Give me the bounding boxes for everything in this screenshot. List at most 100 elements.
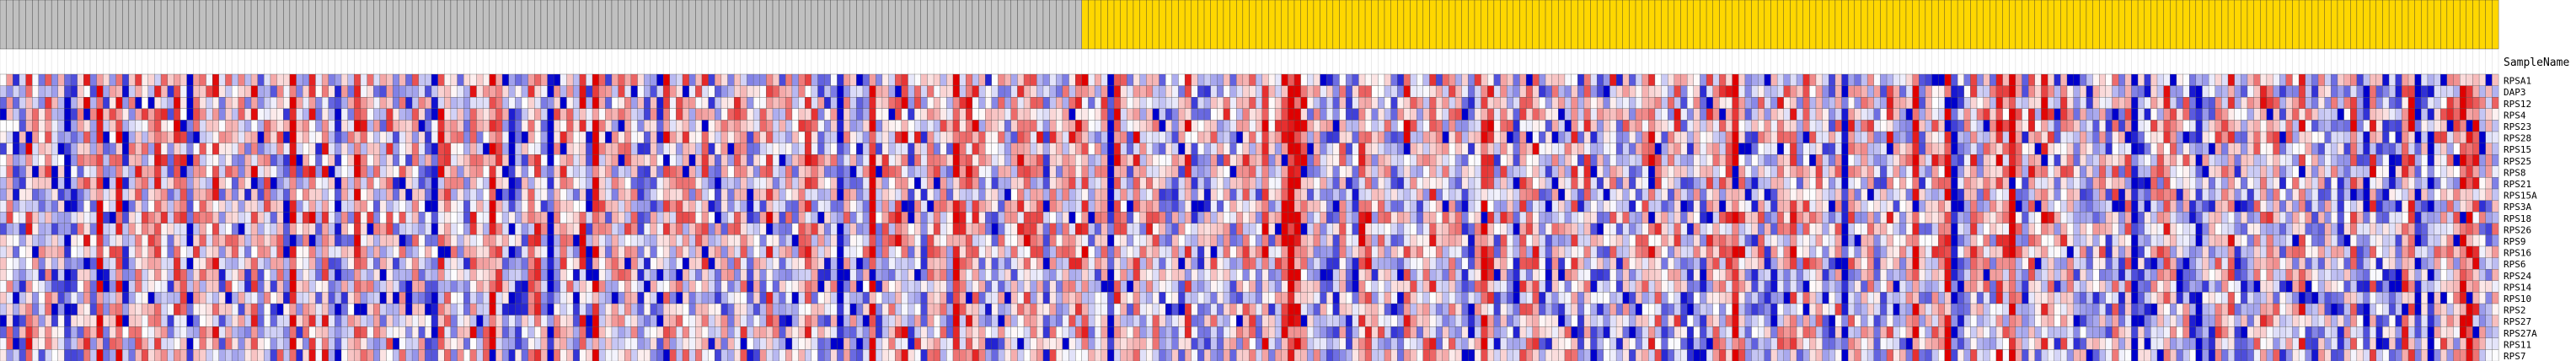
- heatmap-cell: [1545, 108, 1552, 121]
- heatmap-cell: [1848, 143, 1856, 155]
- heatmap-cell: [296, 143, 303, 155]
- sample-group-cell: [2453, 0, 2461, 50]
- heatmap-cell: [1229, 108, 1237, 121]
- heatmap-cell: [554, 154, 561, 167]
- heatmap-cell: [1963, 97, 1971, 110]
- heatmap-cell: [1042, 143, 1050, 155]
- heatmap-cell: [122, 108, 130, 121]
- heatmap-cell: [1300, 154, 1308, 167]
- sample-group-cell: [1023, 0, 1031, 50]
- heatmap-cell: [2002, 97, 2010, 110]
- heatmap-cell: [1410, 188, 1417, 201]
- heatmap-cell: [2388, 143, 2397, 155]
- heatmap-cell: [1951, 108, 1958, 121]
- heatmap-cell: [386, 108, 394, 121]
- heatmap-cell: [1571, 120, 1578, 132]
- heatmap-cell: [933, 97, 940, 110]
- heatmap-cell: [328, 131, 335, 143]
- heatmap-cell: [1487, 85, 1495, 98]
- heatmap-cell: [805, 120, 812, 132]
- heatmap-cell: [2388, 73, 2397, 86]
- heatmap-cell: [70, 108, 78, 121]
- heatmap-cell: [1352, 108, 1359, 121]
- heatmap-cell: [1995, 154, 2003, 167]
- heatmap-cell: [212, 143, 220, 155]
- heatmap-cell: [1094, 143, 1102, 155]
- heatmap-cell: [966, 120, 973, 132]
- heatmap-cell: [913, 165, 922, 178]
- heatmap-cell: [1120, 108, 1127, 121]
- heatmap-cell: [933, 108, 940, 121]
- sample-group-cell: [1615, 0, 1624, 50]
- heatmap-cell: [264, 73, 271, 86]
- heatmap-cell: [1951, 85, 1958, 98]
- heatmap-cell: [1203, 177, 1211, 190]
- heatmap-cell: [2170, 177, 2177, 190]
- heatmap-cell: [1861, 143, 1868, 155]
- heatmap-cell: [1725, 108, 1733, 121]
- heatmap-cell: [45, 154, 52, 167]
- heatmap-cell: [1165, 177, 1173, 190]
- heatmap-cell: [354, 188, 361, 201]
- heatmap-cell: [38, 97, 46, 110]
- heatmap-cell: [554, 108, 561, 121]
- heatmap-cell: [2208, 97, 2216, 110]
- heatmap-cell: [1603, 131, 1610, 143]
- heatmap-cell: [206, 108, 213, 121]
- heatmap-cell: [135, 73, 142, 86]
- heatmap-cell: [592, 188, 599, 201]
- sample-group-cell: [1905, 0, 1913, 50]
- heatmap-cell: [2453, 154, 2461, 167]
- heatmap-cell: [354, 154, 361, 167]
- heatmap-cell: [669, 188, 677, 201]
- sample-group-cell: [1983, 0, 1990, 50]
- heatmap-cell: [2202, 154, 2209, 167]
- heatmap-cell: [2092, 177, 2100, 190]
- heatmap-cell: [1449, 188, 1456, 201]
- heatmap-cell: [1074, 143, 1083, 155]
- heatmap-cell: [1700, 120, 1707, 132]
- sample-group-cell: [57, 0, 65, 50]
- heatmap-cell: [1744, 85, 1752, 98]
- heatmap-cell: [2156, 97, 2164, 110]
- heatmap-cell: [2331, 97, 2338, 110]
- heatmap-cell: [212, 131, 220, 143]
- heatmap-cell: [1074, 188, 1083, 201]
- heatmap-cell: [2337, 85, 2344, 98]
- heatmap-cell: [1217, 131, 1224, 143]
- heatmap-cell: [1519, 131, 1527, 143]
- heatmap-cell: [1937, 143, 1946, 155]
- heatmap-cell: [2343, 85, 2351, 98]
- heatmap-cell: [959, 108, 967, 121]
- heatmap-cell: [605, 143, 613, 155]
- heatmap-cell: [1822, 97, 1829, 110]
- heatmap-cell: [1120, 97, 1127, 110]
- heatmap-cell: [1274, 131, 1282, 143]
- heatmap-cell: [985, 85, 993, 98]
- heatmap-cell: [1609, 97, 1617, 110]
- sample-group-cell: [2054, 0, 2061, 50]
- heatmap-cell: [701, 177, 709, 190]
- heatmap-cell: [1583, 154, 1591, 167]
- heatmap-cell: [1390, 165, 1398, 178]
- heatmap-cell: [1255, 108, 1263, 121]
- heatmap-cell: [1461, 85, 1469, 98]
- heatmap-cell: [425, 97, 432, 110]
- heatmap-cell: [360, 73, 367, 86]
- heatmap-cell: [1068, 177, 1076, 190]
- heatmap-cell: [676, 120, 683, 132]
- heatmap-cell: [2421, 131, 2429, 143]
- heatmap-cell: [2324, 85, 2332, 98]
- heatmap-cell: [2266, 177, 2273, 190]
- heatmap-cell: [1410, 85, 1417, 98]
- heatmap-cell: [1532, 177, 1540, 190]
- heatmap-cell: [2350, 165, 2358, 178]
- heatmap-cell: [1866, 85, 1875, 98]
- sample-header-band: [0, 0, 2499, 74]
- heatmap-cell: [837, 73, 844, 86]
- heatmap-cell: [405, 97, 413, 110]
- heatmap-cell: [1925, 165, 1932, 178]
- heatmap-cell: [940, 177, 947, 190]
- heatmap-cell: [1603, 73, 1610, 86]
- heatmap-cell: [927, 154, 935, 167]
